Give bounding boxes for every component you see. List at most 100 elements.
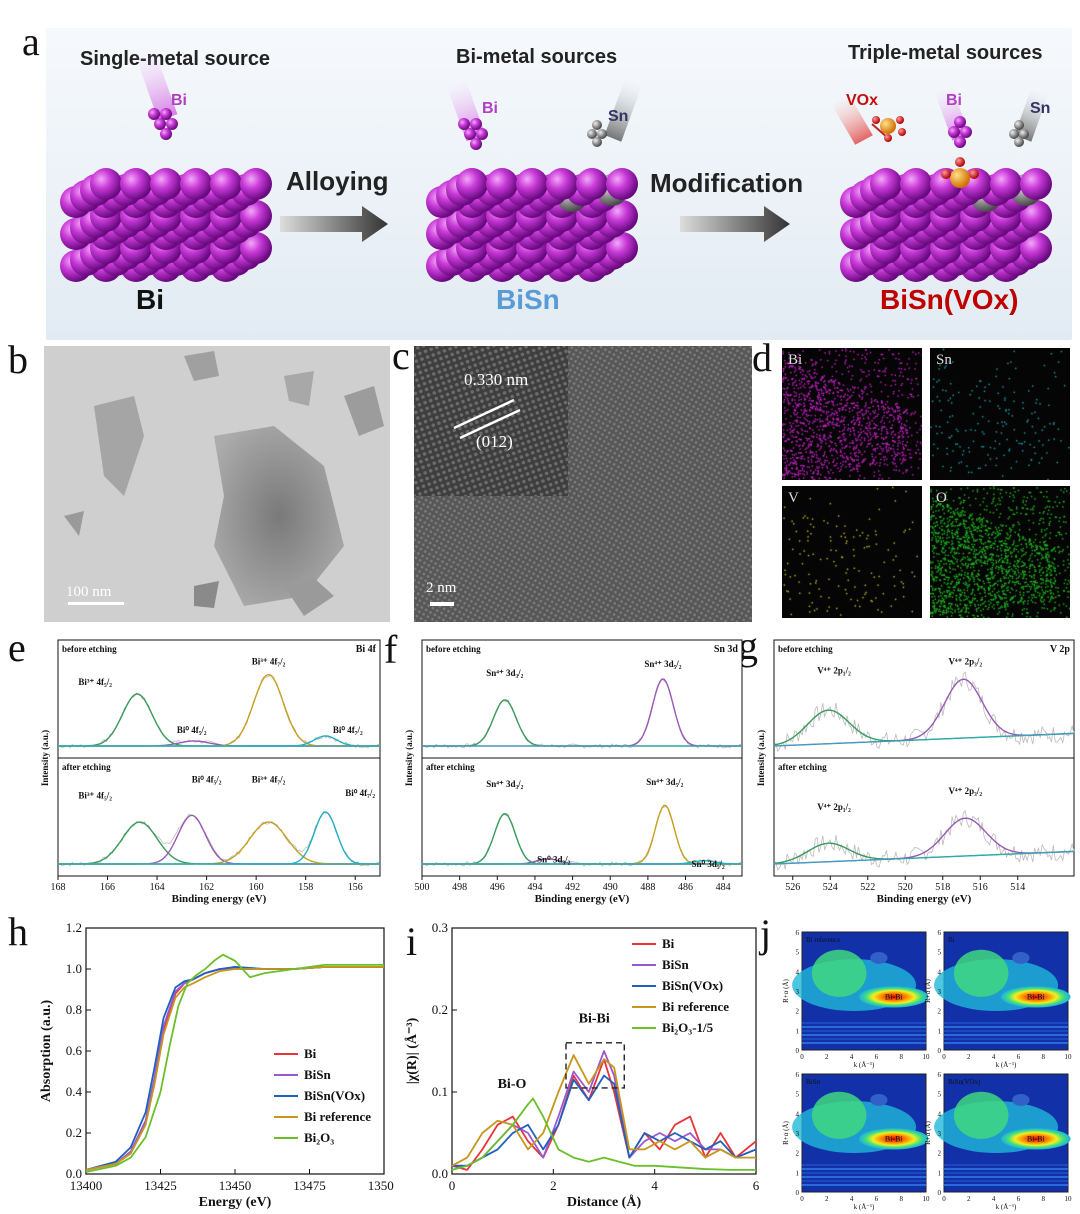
legend-entry: Bi reference bbox=[304, 1109, 371, 1124]
wt-blob bbox=[870, 952, 888, 964]
hrtem-graphic bbox=[414, 346, 752, 622]
bi-atom bbox=[900, 168, 932, 200]
wt-peak bbox=[1001, 986, 1071, 1008]
scale-bar-c: 2 nm bbox=[426, 580, 457, 596]
wt-halo-2 bbox=[953, 1091, 1009, 1139]
source-label-sn-2: Sn bbox=[1030, 100, 1051, 117]
y-axis-label: Intensity (a.u.) bbox=[404, 730, 414, 786]
wt-peak-label: Bi-Bi bbox=[1027, 992, 1046, 1001]
source-label-sn-1: Sn bbox=[608, 108, 629, 125]
wt-band bbox=[944, 1172, 1068, 1174]
bi-atom bbox=[486, 168, 518, 200]
wt-x-tick: 10 bbox=[923, 1053, 931, 1061]
wt-y-tick: 5 bbox=[938, 949, 942, 957]
x-tick-label: 156 bbox=[348, 882, 363, 893]
x-tick-label: 486 bbox=[678, 882, 693, 893]
x-tick-label: 516 bbox=[973, 882, 988, 893]
peak-label: V⁴⁺ 2p₁/₂ bbox=[817, 802, 851, 812]
wt-x-tick: 8 bbox=[899, 1053, 903, 1061]
material-label-bisnvox: BiSn(VOx) bbox=[880, 284, 1019, 315]
wt-x-tick: 6 bbox=[875, 1053, 879, 1061]
x-axis-label: Distance (Å) bbox=[567, 1194, 642, 1210]
panel-label-c: c bbox=[392, 333, 410, 378]
wt-y-tick: 1 bbox=[938, 1169, 942, 1177]
bi-source-icon-3 bbox=[934, 86, 972, 148]
eds-canvas bbox=[782, 486, 922, 618]
x-tick-label: 484 bbox=[716, 882, 731, 893]
peak-label: Sn⁴⁺ 3d₃/₂ bbox=[486, 779, 523, 789]
vox-adsorbate-icon bbox=[941, 157, 979, 188]
eds-map-v: V bbox=[782, 486, 922, 618]
bi-atom bbox=[870, 168, 902, 200]
peak-label: Sn⁴⁺ 3d₃/₂ bbox=[486, 668, 523, 678]
scheme-title-single: Single-metal source bbox=[80, 48, 271, 70]
x-tick-label: 2 bbox=[550, 1178, 557, 1193]
wt-band bbox=[944, 1030, 1068, 1032]
wt-band bbox=[802, 1034, 926, 1036]
y-tick-label: 1.2 bbox=[66, 920, 82, 935]
raw-spectrum bbox=[773, 809, 1075, 872]
annotation-bi-o: Bi-O bbox=[498, 1077, 527, 1092]
legend-entry: Bi reference bbox=[662, 999, 729, 1014]
wt-band bbox=[802, 1022, 926, 1024]
wt-y-label: R+α (Å) bbox=[782, 1120, 790, 1144]
wt-peak-label: Bi-Bi bbox=[1027, 1134, 1046, 1143]
wt-peak bbox=[859, 986, 929, 1008]
panel-label-a: a bbox=[22, 19, 40, 64]
bi-atom bbox=[240, 168, 272, 200]
wt-x-tick: 2 bbox=[825, 1195, 829, 1203]
bi-atom bbox=[576, 168, 608, 200]
wt-x-tick: 8 bbox=[1041, 1053, 1045, 1061]
eds-canvas bbox=[782, 348, 922, 480]
peak-label: Sn⁴⁺ 3d₅/₂ bbox=[646, 777, 683, 787]
wt-y-label: R+α (Å) bbox=[782, 978, 790, 1002]
wt-band bbox=[944, 1176, 1068, 1178]
alloying-arrow-icon bbox=[280, 206, 388, 242]
peak-label: Bi³⁺ 4f₅/₂ bbox=[78, 790, 112, 800]
panel-label-j: j bbox=[760, 911, 772, 956]
wt-y-label: R+α (Å) bbox=[924, 978, 932, 1002]
wt-y-tick: 4 bbox=[938, 968, 942, 976]
peak-label: Bi³⁺ 4f₇/₂ bbox=[252, 775, 286, 785]
legend-entry: BiSn bbox=[304, 1067, 332, 1082]
panel-label-g: g bbox=[738, 623, 758, 668]
x-tick-label: 492 bbox=[565, 882, 580, 893]
wt-band bbox=[944, 1034, 1068, 1036]
modification-label: Modification bbox=[650, 168, 804, 198]
bi-atom bbox=[1020, 200, 1052, 232]
wt-y-tick: 6 bbox=[938, 1071, 942, 1079]
x-tick-label: 4 bbox=[651, 1178, 658, 1193]
series-line bbox=[452, 1074, 757, 1167]
wt-y-tick: 3 bbox=[796, 1130, 800, 1138]
x-tick-label: 13450 bbox=[219, 1178, 252, 1193]
wt-band bbox=[802, 1164, 926, 1166]
y-axis-label: Intensity (a.u.) bbox=[40, 730, 50, 786]
wt-x-tick: 2 bbox=[967, 1053, 971, 1061]
legend-entry: BiSn bbox=[662, 957, 690, 972]
wt-band bbox=[802, 1038, 926, 1040]
sn-source-icon bbox=[587, 78, 642, 147]
y-tick-label: 0.0 bbox=[432, 1166, 448, 1181]
source-label-bi-1: Bi bbox=[171, 92, 187, 109]
wt-band bbox=[802, 1184, 926, 1186]
state-label: after etching bbox=[62, 762, 111, 772]
wt-band bbox=[802, 1176, 926, 1178]
x-tick-label: 496 bbox=[490, 882, 505, 893]
bi-atom bbox=[516, 168, 548, 200]
core-level-tag: V 2p bbox=[1050, 644, 1071, 655]
wt-peak-label: Bi-Bi bbox=[885, 1134, 904, 1143]
x-tick-label: 160 bbox=[249, 882, 264, 893]
peak-label: Sn⁰ 3d₅/₂ bbox=[691, 859, 725, 869]
x-tick-label: 490 bbox=[603, 882, 618, 893]
wt-x-tick: 6 bbox=[1017, 1195, 1021, 1203]
legend-entry: Bi bbox=[662, 936, 675, 951]
bi-atom bbox=[990, 168, 1022, 200]
eds-map-o: O bbox=[930, 486, 1070, 618]
wt-band bbox=[944, 1168, 1068, 1170]
scheme-title-triple: Triple-metal sources bbox=[848, 42, 1043, 64]
state-label: before etching bbox=[426, 644, 481, 654]
wt-peak bbox=[1001, 1128, 1071, 1150]
wt-y-tick: 2 bbox=[796, 1008, 800, 1016]
panel-label-b: b bbox=[8, 337, 28, 382]
